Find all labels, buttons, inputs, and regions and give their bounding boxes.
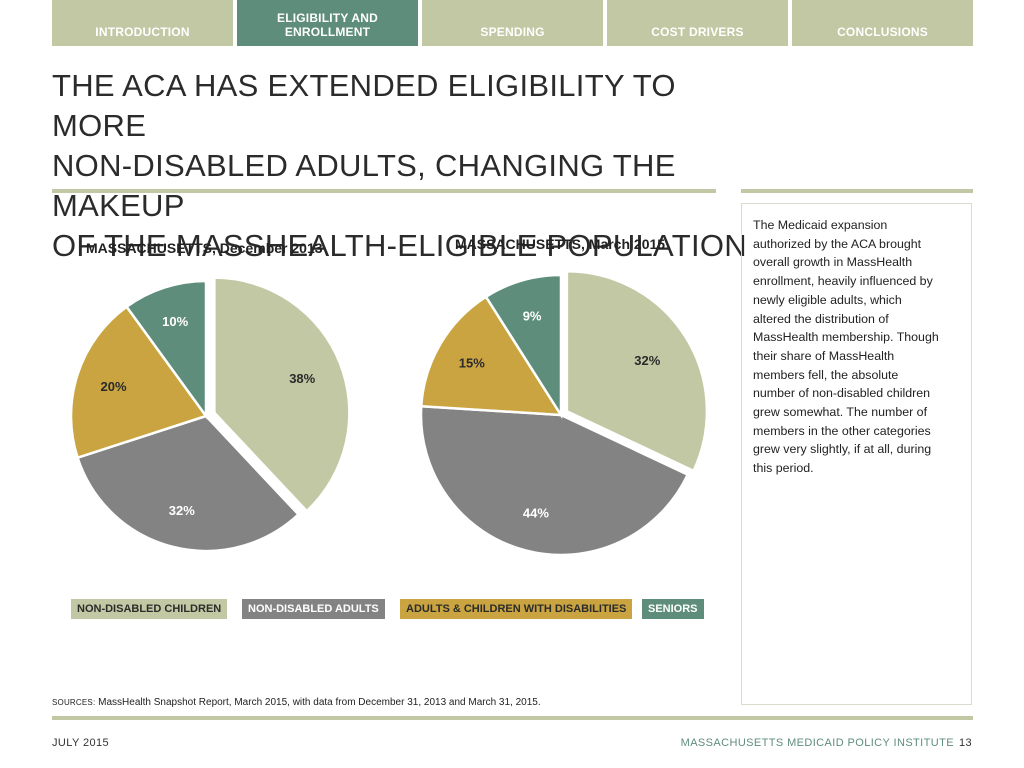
- title-divider: [52, 189, 716, 193]
- data-label-adults-children-disabilities: 20%: [101, 379, 127, 394]
- slice-seniors: [484, 273, 563, 420]
- data-label-seniors: 10%: [162, 314, 188, 329]
- legend-label: ADULTS & CHILDREN WITH DISABILITIES: [406, 603, 627, 615]
- commentary-line: members fell, the absolute: [753, 367, 899, 382]
- page-number: 13: [958, 737, 972, 749]
- page-title-line-1: THE ACA HAS EXTENDED ELIGIBILITY TO MORE: [52, 68, 676, 143]
- legend-adults-children-disabilities: ADULTS & CHILDREN WITH DISABILITIES: [400, 599, 633, 619]
- tab-label: INTRODUCTION: [95, 25, 190, 39]
- tab-introduction[interactable]: INTRODUCTION: [52, 0, 233, 46]
- legend-label: NON-DISABLED CHILDREN: [77, 603, 222, 615]
- slice-seniors: [124, 279, 208, 420]
- commentary-line: authorized by the ACA brought: [753, 236, 922, 251]
- commentary-box: The Medicaid expansion authorized by the…: [741, 203, 972, 705]
- tab-label: COST DRIVERS: [651, 25, 744, 39]
- page-title-line-3: OF THE MASSHEALTH-ELIGIBLE POPULATION: [52, 228, 747, 263]
- commentary-line: The Medicaid expansion: [753, 218, 888, 232]
- footer-org-name: MASSACHUSETTS MEDICAID POLICY INSTITUTE: [680, 737, 954, 749]
- commentary-line: grew very slightly, if at all, during: [753, 442, 932, 457]
- sources-note: SOURCES: MassHealth Snapshot Report, Mar…: [52, 697, 541, 708]
- legend-label: NON-DISABLED ADULTS: [248, 603, 379, 615]
- pie-charts: 38% 32% 20% 10% 32% 44% 15% 9%: [69, 269, 709, 557]
- legend-label: SENIORS: [648, 603, 698, 615]
- section-nav: INTRODUCTION ELIGIBILITY AND ENROLLMENT …: [52, 0, 973, 46]
- commentary-line: newly eligible adults, which: [753, 292, 902, 307]
- commentary-line: enrollment, heavily influenced by: [753, 274, 933, 289]
- legend-non-disabled-children: NON-DISABLED CHILDREN: [71, 599, 228, 619]
- page-title: THE ACA HAS EXTENDED ELIGIBILITY TO MORE…: [52, 66, 752, 266]
- slice-non-disabled-children: [565, 269, 709, 473]
- commentary-line: members in the other categories: [753, 423, 931, 438]
- sidebar-divider: [741, 189, 973, 193]
- pie-chart-2015: 32% 44% 15% 9%: [419, 269, 709, 557]
- data-label-non-disabled-adults: 32%: [169, 503, 195, 518]
- commentary-line: altered the distribution of: [753, 311, 889, 326]
- footer-date: JULY 2015: [52, 737, 110, 749]
- chart-title-2015: MASSACHUSETTS, March 2015: [455, 236, 666, 252]
- pie-chart-2013: 38% 32% 20% 10%: [69, 276, 351, 553]
- tab-label-line-1: ELIGIBILITY AND: [276, 11, 378, 25]
- sources-text: MassHealth Snapshot Report, March 2015, …: [95, 697, 541, 708]
- legend-non-disabled-adults: NON-DISABLED ADULTS: [242, 599, 385, 619]
- commentary-line: their share of MassHealth: [753, 348, 895, 363]
- tab-spending[interactable]: SPENDING: [422, 0, 603, 46]
- slice-non-disabled-adults: [76, 414, 301, 553]
- footer-org: MASSACHUSETTS MEDICAID POLICY INSTITUTE 1…: [681, 737, 972, 749]
- chart-title-2013: MASSACHUSETTS, December 2013: [86, 240, 323, 256]
- slice-non-disabled-children: [213, 276, 351, 513]
- page-title-line-2: NON-DISABLED ADULTS, CHANGING THE MAKEUP: [52, 148, 676, 223]
- tab-label: SPENDING: [480, 25, 545, 39]
- data-label-non-disabled-children: 32%: [634, 353, 660, 368]
- data-label-non-disabled-children: 38%: [289, 371, 315, 386]
- commentary-line: this period.: [753, 461, 814, 476]
- commentary-line: grew somewhat. The number of: [753, 405, 928, 420]
- footer-divider: [52, 716, 973, 720]
- commentary-line: number of non-disabled children: [753, 386, 931, 401]
- sources-label: SOURCES:: [52, 698, 96, 707]
- data-label-non-disabled-adults: 44%: [523, 506, 549, 521]
- slice-adults-children-disabilities: [69, 305, 209, 460]
- slice-adults-children-disabilities: [419, 295, 564, 417]
- commentary-line: MassHealth membership. Though: [753, 330, 939, 345]
- data-label-adults-children-disabilities: 15%: [459, 355, 485, 370]
- tab-label-line-2: ENROLLMENT: [284, 25, 371, 39]
- tab-label: CONCLUSIONS: [837, 25, 928, 39]
- tab-cost-drivers[interactable]: COST DRIVERS: [607, 0, 788, 46]
- tab-eligibility-and-enrollment[interactable]: ELIGIBILITY AND ENROLLMENT: [237, 0, 418, 46]
- data-label-seniors: 9%: [523, 309, 542, 324]
- legend-seniors: SENIORS: [642, 599, 704, 619]
- tab-conclusions[interactable]: CONCLUSIONS: [792, 0, 973, 46]
- commentary-line: overall growth in MassHealth: [753, 255, 913, 270]
- slice-non-disabled-adults: [419, 404, 690, 557]
